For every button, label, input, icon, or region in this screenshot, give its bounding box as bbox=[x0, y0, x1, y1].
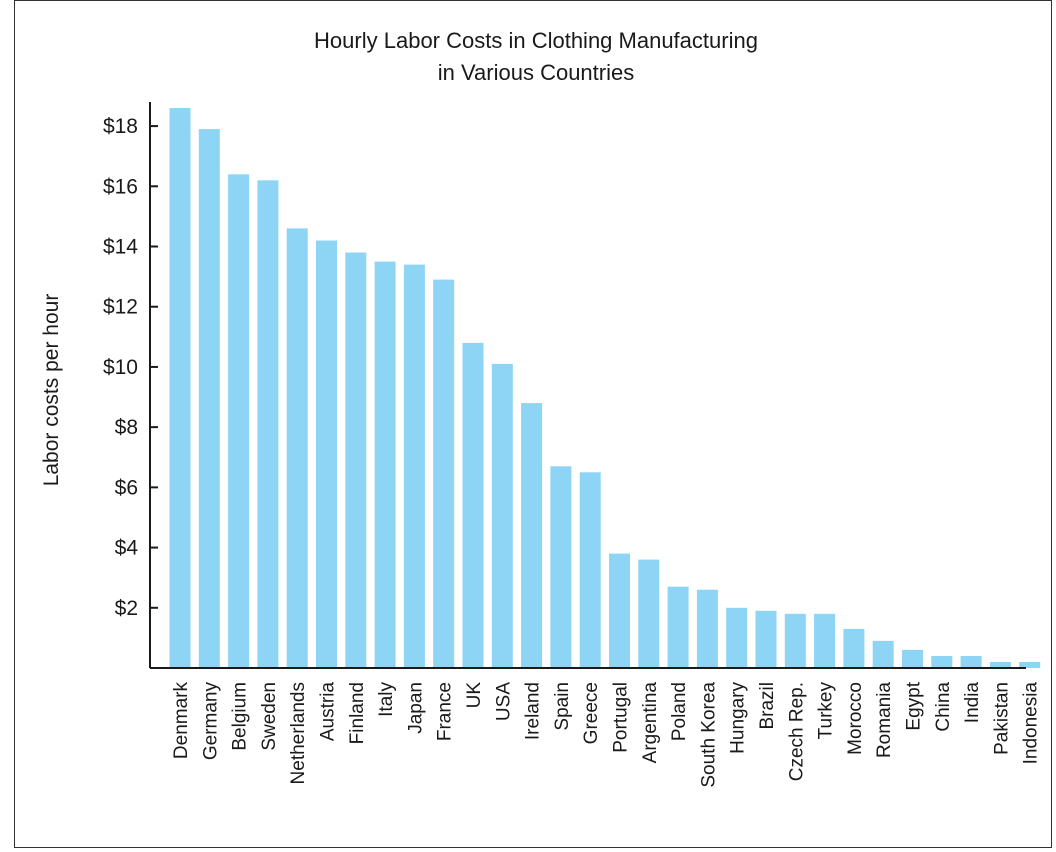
x-tick-label: Turkey bbox=[816, 682, 837, 740]
bar bbox=[609, 553, 630, 668]
bar bbox=[286, 228, 308, 668]
y-tick-label: $6 bbox=[115, 476, 138, 499]
chart-title-line-1: Hourly Labor Costs in Clothing Manufactu… bbox=[314, 28, 758, 53]
bar bbox=[843, 628, 865, 668]
bar bbox=[902, 649, 923, 668]
bar bbox=[989, 662, 1011, 668]
x-tick-label: China bbox=[933, 682, 954, 732]
x-tick-label: Netherlands bbox=[288, 682, 309, 784]
bar bbox=[521, 403, 543, 668]
x-tick-label: Germany bbox=[200, 682, 221, 761]
x-tick-label: Austria bbox=[318, 682, 339, 742]
y-tick-label: $8 bbox=[115, 416, 138, 439]
x-tick-label: India bbox=[962, 682, 983, 724]
bar bbox=[579, 472, 601, 668]
bar bbox=[257, 180, 279, 669]
bar bbox=[316, 240, 337, 668]
bar bbox=[1019, 662, 1041, 668]
x-tick-label: Argentina bbox=[640, 682, 661, 764]
x-tick-label: South Korea bbox=[698, 682, 719, 788]
x-tick-label: Morocco bbox=[845, 682, 866, 755]
x-tick-label: USA bbox=[493, 682, 514, 721]
y-tick-label: $12 bbox=[103, 296, 138, 319]
x-tick-label: Belgium bbox=[230, 682, 251, 751]
x-tick-label: Greece bbox=[581, 682, 602, 744]
x-tick-label: France bbox=[435, 682, 456, 741]
bar bbox=[228, 174, 250, 669]
bar bbox=[403, 264, 425, 668]
y-axis-label: Labor costs per hour bbox=[40, 294, 63, 487]
bar bbox=[462, 342, 484, 668]
x-tick-label: Romania bbox=[874, 682, 895, 758]
x-tick-label: Italy bbox=[376, 682, 397, 717]
x-tick-label: Egypt bbox=[904, 681, 925, 730]
x-tick-label: Indonesia bbox=[1021, 682, 1042, 765]
bar bbox=[169, 108, 191, 668]
bars bbox=[169, 108, 1041, 669]
y-tick-label: $14 bbox=[103, 236, 138, 259]
bar bbox=[931, 656, 953, 668]
x-tick-label: Hungary bbox=[728, 682, 749, 754]
bar bbox=[345, 252, 367, 668]
bar bbox=[433, 279, 455, 668]
bar bbox=[960, 656, 982, 668]
bar bbox=[638, 559, 660, 668]
x-tick-label: Finland bbox=[347, 682, 368, 744]
y-tick-label: $4 bbox=[115, 537, 139, 560]
chart-title-line-2: in Various Countries bbox=[438, 60, 634, 85]
x-tick-label: Pakistan bbox=[991, 682, 1012, 755]
x-tick-label: Japan bbox=[405, 682, 426, 734]
x-tick-label: Sweden bbox=[259, 682, 280, 751]
bar bbox=[726, 607, 748, 668]
y-axis-ticks: $2 $4 $6 $8 $10 $12 $14 $16 $18 bbox=[103, 115, 158, 620]
bar bbox=[491, 363, 513, 668]
x-tick-label: Czech Rep. bbox=[786, 682, 807, 781]
bar bbox=[550, 466, 572, 668]
bar bbox=[667, 586, 689, 668]
x-tick-label: Brazil bbox=[757, 682, 778, 730]
x-tick-label: Spain bbox=[552, 682, 573, 731]
bar bbox=[872, 640, 894, 668]
x-tick-label: Poland bbox=[669, 682, 690, 741]
x-tick-label: Ireland bbox=[523, 682, 544, 740]
x-tick-label: Portugal bbox=[611, 682, 632, 753]
bar bbox=[755, 610, 777, 668]
bar bbox=[374, 261, 396, 668]
bar bbox=[198, 129, 220, 669]
bar bbox=[814, 613, 836, 668]
y-tick-label: $2 bbox=[115, 597, 138, 620]
y-tick-label: $18 bbox=[103, 115, 138, 138]
bar bbox=[696, 589, 718, 668]
x-axis-tick-labels: Denmark Germany Belgium Sweden Netherlands Au… bbox=[171, 681, 1042, 787]
y-tick-label: $10 bbox=[103, 356, 138, 379]
x-tick-label: Denmark bbox=[171, 682, 192, 760]
bar bbox=[784, 613, 806, 668]
x-tick-label: UK bbox=[464, 682, 485, 709]
y-tick-label: $16 bbox=[103, 175, 138, 198]
